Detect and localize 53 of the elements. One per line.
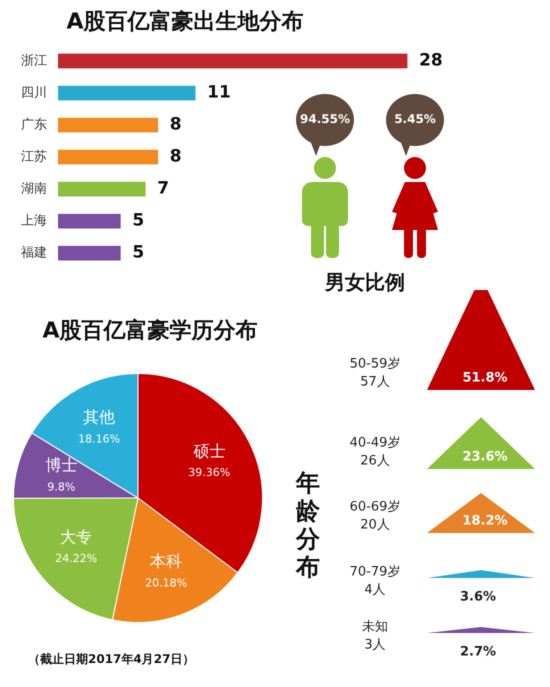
y-tick-label: 上海 [21, 214, 47, 229]
data-label: 94.55% [300, 112, 350, 126]
data-label: 18.2% [462, 513, 508, 528]
bar [58, 86, 196, 100]
y-tick-label: 浙江 [21, 53, 47, 68]
slice-label: 博士 [45, 456, 78, 475]
category-label: 40-49岁 [350, 435, 400, 450]
category-label: 未知 [362, 619, 388, 634]
data-label: 28 [419, 50, 443, 70]
slice-label: 硕士 [192, 442, 226, 460]
category-label: 70-79岁 [350, 564, 400, 580]
data-label: 57人 [360, 374, 390, 390]
data-label: 20人 [360, 517, 390, 532]
bar [58, 182, 146, 196]
text: 男女比例 [324, 270, 405, 294]
bar [58, 118, 158, 132]
text: （截止日期2017年4月27日） [28, 652, 194, 666]
data-label: 8 [170, 146, 182, 167]
data-label: 26人 [360, 453, 390, 468]
category-label: 50-59岁 [350, 356, 400, 372]
y-tick-label: 福建 [21, 246, 47, 261]
data-label: 5 [132, 210, 144, 231]
bar [58, 246, 121, 261]
chart-title: A股百亿富豪学历分布 [42, 318, 258, 344]
data-label: 11 [207, 82, 231, 102]
chart-title: A股百亿富豪出生地分布 [66, 8, 304, 35]
y-tick-label: 四川 [21, 85, 47, 100]
y-tick-label: 广东 [21, 117, 47, 132]
data-label: 23.6% [462, 449, 508, 464]
bar [58, 214, 121, 228]
data-label: 18.16% [78, 432, 120, 446]
data-label: 9.8% [47, 480, 76, 494]
data-label: 39.36% [188, 466, 230, 480]
bar [58, 54, 408, 68]
slice-label: 大专 [60, 527, 92, 546]
data-label: 24.22% [55, 552, 98, 566]
bar [58, 150, 158, 164]
y-tick-label: 江苏 [21, 149, 47, 164]
data-label: 3人 [364, 637, 386, 652]
category-label: 60-69岁 [350, 499, 400, 514]
text: 年龄分布 [295, 469, 321, 582]
slice-label: 其他 [83, 408, 116, 427]
data-label: 7 [157, 178, 170, 199]
data-label: 51.8% [462, 370, 508, 386]
data-label: 2.7% [460, 644, 496, 660]
y-tick-label: 湖南 [21, 182, 47, 197]
data-label: 4人 [364, 582, 386, 598]
data-label: 8 [170, 114, 182, 134]
data-label: 5.45% [394, 112, 436, 126]
data-label: 3.6% [460, 589, 496, 604]
data-label: 5 [132, 242, 144, 263]
data-label: 20.18% [145, 576, 188, 590]
slice-label: 本科 [150, 552, 182, 571]
